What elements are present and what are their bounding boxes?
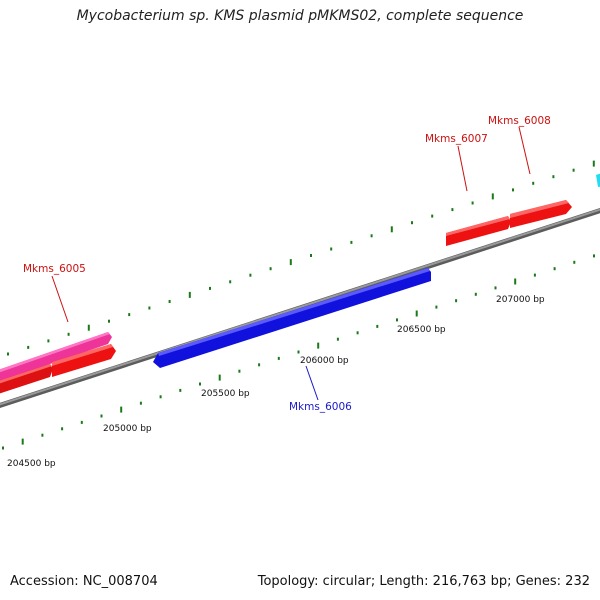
- scale-labels: 204500 bp 205000 bp 205500 bp 206000 bp …: [7, 295, 545, 469]
- label-leaders: [51, 126, 531, 401]
- gene-labels: Mkms_6005 Mkms_6006 Mkms_6007 Mkms_6008: [23, 115, 551, 413]
- sequence-summary: Topology: circular; Length: 216,763 bp; …: [257, 574, 590, 589]
- gene-feature-left-2[interactable]: [52, 344, 116, 377]
- gene-label-mkms-6008[interactable]: Mkms_6008: [488, 115, 551, 127]
- gene-label-mkms-6005[interactable]: Mkms_6005: [23, 263, 86, 275]
- scale-label-207000: 207000 bp: [496, 295, 545, 305]
- gene-feature-mkms-6006[interactable]: [153, 268, 431, 368]
- scale-label-205500: 205500 bp: [201, 389, 250, 399]
- outer-tick-row: [7, 160, 595, 356]
- gene-feature-mkms-6005[interactable]: [0, 332, 112, 383]
- map-title: Mycobacterium sp. KMS plasmid pMKMS02, c…: [76, 8, 524, 24]
- scale-label-206000: 206000 bp: [300, 356, 349, 366]
- backbone: [0, 207, 600, 409]
- gene-feature-mkms-6007[interactable]: [446, 216, 511, 246]
- scale-label-204500: 204500 bp: [7, 459, 56, 469]
- gene-label-mkms-6007[interactable]: Mkms_6007: [425, 133, 488, 145]
- gene-feature-left-1[interactable]: [0, 364, 53, 395]
- inner-tick-row: [2, 254, 595, 450]
- scale-label-205000: 205000 bp: [103, 424, 152, 434]
- gene-feature-cyan[interactable]: [596, 172, 600, 187]
- gene-feature-mkms-6008[interactable]: [510, 200, 572, 228]
- gene-label-mkms-6006[interactable]: Mkms_6006: [289, 401, 352, 413]
- accession-text: Accession: NC_008704: [10, 574, 158, 589]
- scale-label-206500: 206500 bp: [397, 325, 446, 335]
